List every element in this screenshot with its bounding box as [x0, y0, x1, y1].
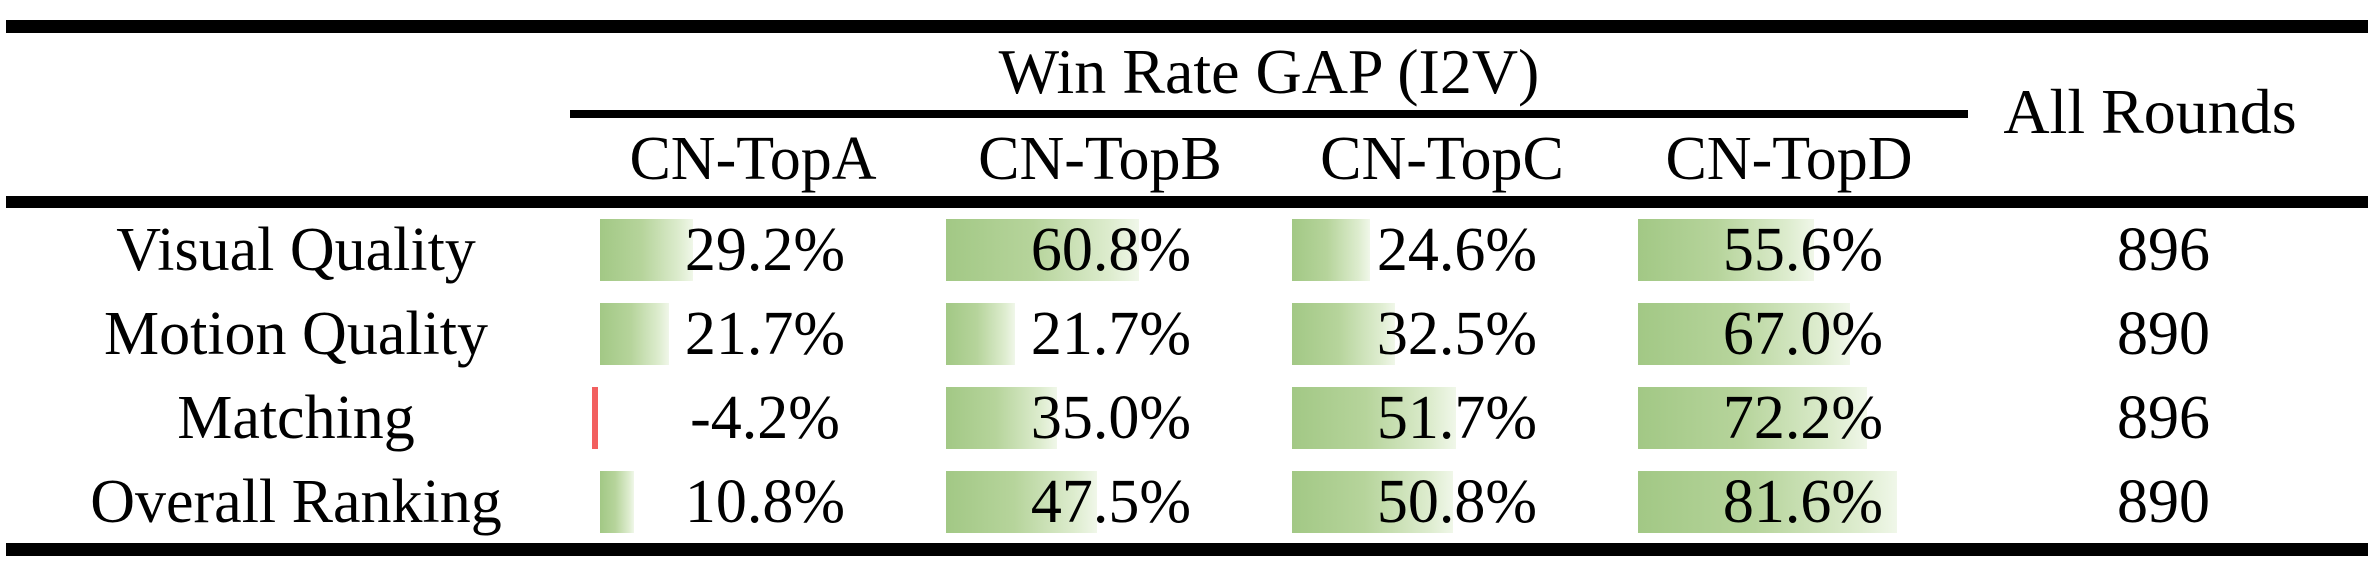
- group-header-underline: [570, 110, 1968, 118]
- column-header-cn-topa: CN-TopA: [629, 125, 877, 193]
- cell-value: 21.7%: [1030, 300, 1192, 368]
- table-cell: -4.2%: [592, 376, 938, 460]
- cell-value: -4.2%: [690, 384, 840, 452]
- table-cell: 60.8%: [938, 208, 1284, 292]
- data-bar: [1638, 303, 1851, 365]
- table-row-overall-ranking: Overall Ranking 10.8% 47.5% 50.8% 81.6% …: [0, 460, 2374, 544]
- table-cell: 47.5%: [938, 460, 1284, 544]
- data-bar: [600, 471, 635, 533]
- table-cell: 29.2%: [592, 208, 938, 292]
- data-bar: [946, 219, 1139, 281]
- data-bar: [1292, 387, 1456, 449]
- column-header-all-rounds: All Rounds: [2003, 76, 2297, 147]
- row-label: Overall Ranking: [90, 468, 502, 536]
- column-header-cn-topc: CN-TopC: [1320, 125, 1564, 193]
- data-bar: [1292, 471, 1454, 533]
- cell-value: 81.6%: [1722, 468, 1884, 536]
- cell-value: 67.0%: [1722, 300, 1884, 368]
- data-bar: [1638, 219, 1815, 281]
- all-rounds-value: 890: [2117, 300, 2210, 368]
- data-bar: [1292, 303, 1396, 365]
- cell-value: 60.8%: [1030, 216, 1192, 284]
- header-body-rule: [6, 196, 2368, 208]
- table-cell: 50.8%: [1284, 460, 1630, 544]
- table-cell: 51.7%: [1284, 376, 1630, 460]
- data-bar: [1638, 471, 1897, 533]
- cell-value: 55.6%: [1722, 216, 1884, 284]
- data-bar: [1292, 219, 1370, 281]
- table-cell: 67.0%: [1630, 292, 1976, 376]
- table-body: Visual Quality 29.2% 60.8% 24.6% 55.6% 8…: [0, 208, 2374, 544]
- column-header-cn-topb: CN-TopB: [978, 125, 1222, 193]
- cell-value: 35.0%: [1030, 384, 1192, 452]
- table-cell: 21.7%: [938, 292, 1284, 376]
- data-bar: [946, 387, 1057, 449]
- data-bar: [600, 303, 669, 365]
- cell-value: 21.7%: [684, 300, 846, 368]
- row-label: Matching: [177, 384, 415, 452]
- all-rounds-value: 896: [2117, 384, 2210, 452]
- row-label: Motion Quality: [103, 300, 489, 368]
- table-cell: 21.7%: [592, 292, 938, 376]
- column-header-cn-topd: CN-TopD: [1665, 125, 1913, 193]
- all-rounds-value: 890: [2117, 468, 2210, 536]
- data-bar: [600, 219, 693, 281]
- data-bar-negative: [592, 387, 598, 449]
- all-rounds-value: 896: [2117, 216, 2210, 284]
- cell-value: 51.7%: [1376, 384, 1538, 452]
- row-label: Visual Quality: [116, 216, 476, 284]
- table-row-motion-quality: Motion Quality 21.7% 21.7% 32.5% 67.0% 8…: [0, 292, 2374, 376]
- table-cell: 35.0%: [938, 376, 1284, 460]
- table-cell: 81.6%: [1630, 460, 1976, 544]
- table-top-rule: [6, 20, 2368, 33]
- cell-value: 72.2%: [1722, 384, 1884, 452]
- cell-value: 24.6%: [1376, 216, 1538, 284]
- table-cell: 72.2%: [1630, 376, 1976, 460]
- table-row-matching: Matching -4.2% 35.0% 51.7% 72.2% 896: [0, 376, 2374, 460]
- table-bottom-rule: [6, 543, 2368, 556]
- table-cell: 32.5%: [1284, 292, 1630, 376]
- table-cell: 10.8%: [592, 460, 938, 544]
- data-bar: [946, 303, 1015, 365]
- table-row-visual-quality: Visual Quality 29.2% 60.8% 24.6% 55.6% 8…: [0, 208, 2374, 292]
- cell-value: 32.5%: [1376, 300, 1538, 368]
- cell-value: 29.2%: [684, 216, 846, 284]
- table-cell: 24.6%: [1284, 208, 1630, 292]
- cell-value: 10.8%: [684, 468, 846, 536]
- cell-value: 50.8%: [1376, 468, 1538, 536]
- table-cell: 55.6%: [1630, 208, 1976, 292]
- data-bar: [946, 471, 1097, 533]
- group-header-win-rate-gap: Win Rate GAP (I2V): [998, 36, 1540, 107]
- cell-value: 47.5%: [1030, 468, 1192, 536]
- data-bar: [1638, 387, 1867, 449]
